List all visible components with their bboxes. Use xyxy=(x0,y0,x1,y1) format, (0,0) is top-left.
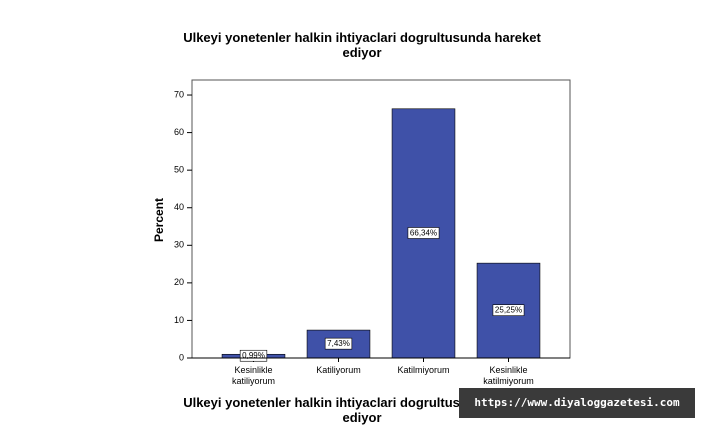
y-tick-label: 70 xyxy=(174,89,184,99)
x-tick-label: Kesinlikle katilmiyorum xyxy=(483,365,534,386)
value-label: 0,99% xyxy=(242,351,265,360)
x-tick-label: Kesinlikle katiliyorum xyxy=(232,365,275,386)
x-tick-label: Katilmiyorum xyxy=(397,365,449,375)
value-label: 66,34% xyxy=(410,228,437,237)
value-label-box xyxy=(239,349,268,362)
watermark: https://www.diyaloggazetesi.com xyxy=(459,388,695,418)
value-label-box xyxy=(324,337,353,350)
y-axis-label: Percent xyxy=(152,198,166,242)
y-tick-label: 60 xyxy=(174,127,184,137)
y-tick-label: 10 xyxy=(174,315,184,325)
value-label-box xyxy=(407,227,440,239)
y-tick-label: 20 xyxy=(174,277,184,287)
value-label: 25,25% xyxy=(495,306,522,315)
y-tick-label: 30 xyxy=(174,240,184,250)
x-tick-label: Katiliyorum xyxy=(316,365,361,375)
chart-title: Ulkeyi yonetenler halkin ihtiyaclari dog… xyxy=(183,30,541,60)
value-label-box xyxy=(492,304,525,316)
y-tick-label: 0 xyxy=(179,352,184,362)
value-label: 7,43% xyxy=(327,339,350,348)
y-tick-label: 40 xyxy=(174,202,184,212)
y-tick-label: 50 xyxy=(174,165,184,175)
x-axis-label: Ulkeyi yonetenler halkin ihtiyaclari dog… xyxy=(183,395,541,425)
